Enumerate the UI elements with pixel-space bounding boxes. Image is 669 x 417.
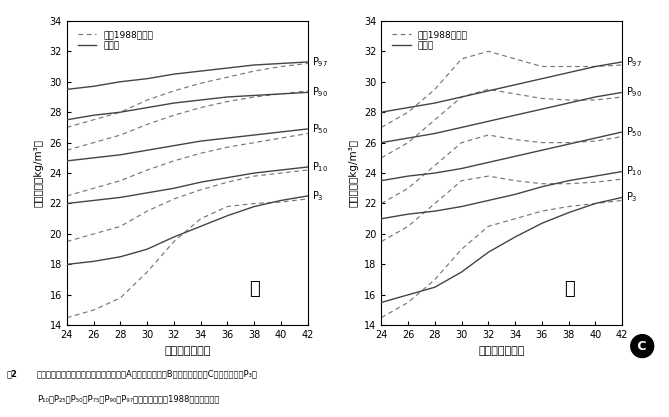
Text: P$_{90}$: P$_{90}$: [626, 85, 642, 99]
Text: P₁₀、P₂₅、P₅₀、P₇₅、P₉₀、P₉₇）参照值与我国1988年数值的比较: P₁₀、P₂₅、P₅₀、P₇₅、P₉₀、P₉₇）参照值与我国1988年数值的比较: [37, 394, 219, 403]
Y-axis label: 重量指数（kg/m³）: 重量指数（kg/m³）: [349, 139, 359, 207]
X-axis label: 出生胎龄（周）: 出生胎龄（周）: [164, 346, 211, 356]
Text: P$_{90}$: P$_{90}$: [312, 85, 328, 99]
Text: P$_{97}$: P$_{97}$: [626, 55, 642, 69]
X-axis label: 出生胎龄（周）: 出生胎龄（周）: [478, 346, 525, 356]
Text: P$_{97}$: P$_{97}$: [312, 55, 328, 69]
Text: 图2: 图2: [7, 369, 17, 378]
Y-axis label: 重量指数（kg/m³）: 重量指数（kg/m³）: [34, 139, 44, 207]
Text: P$_{10}$: P$_{10}$: [312, 160, 328, 174]
Text: P$_{50}$: P$_{50}$: [626, 125, 642, 139]
Text: 本研究不同出生胎龄新生儿体重身长比（A）、体质指数（B）和重量指数（C）百分位数（P₃、: 本研究不同出生胎龄新生儿体重身长比（A）、体质指数（B）和重量指数（C）百分位数…: [37, 369, 258, 378]
Legend: 我国1988年数值, 本研究: 我国1988年数值, 本研究: [391, 28, 470, 52]
Text: P$_3$: P$_3$: [312, 189, 324, 203]
Text: P$_{50}$: P$_{50}$: [312, 122, 328, 136]
Text: 女: 女: [564, 280, 575, 298]
Legend: 我国1988年数值, 本研究: 我国1988年数值, 本研究: [76, 28, 155, 52]
Text: 男: 男: [250, 280, 260, 298]
Text: P$_{10}$: P$_{10}$: [626, 165, 642, 178]
Text: P$_3$: P$_3$: [626, 191, 638, 204]
Text: C: C: [634, 339, 651, 353]
